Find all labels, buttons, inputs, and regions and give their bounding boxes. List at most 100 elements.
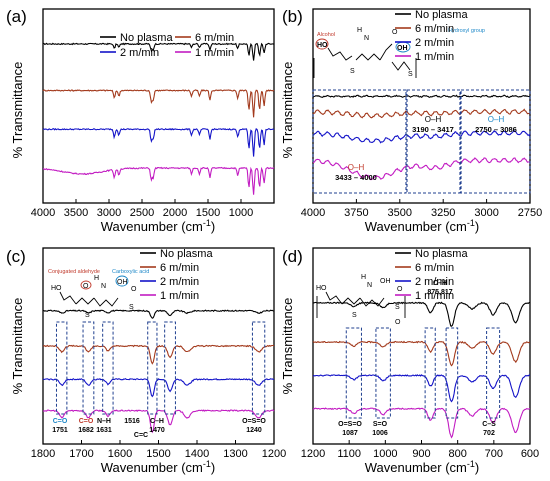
panel-c-chain-2 <box>75 297 95 305</box>
series-line-6-m-min <box>42 344 275 365</box>
panel-a-curves <box>42 42 275 195</box>
panel-c-ann6-group: O=S=O <box>242 418 266 425</box>
legend-label: 6 m/min <box>415 23 454 35</box>
panel-c-ann2-group: C=O <box>79 418 94 425</box>
panel-c-o-label: O <box>83 283 89 290</box>
legend-label: 2 m/min <box>415 276 454 288</box>
panel-b-ylabel: % Transmittance <box>280 62 295 159</box>
panel-b-chain-2 <box>355 53 381 61</box>
region-box-5 <box>164 321 176 415</box>
panel-b-tag: (b) <box>282 7 303 26</box>
panel-d-ann2-value: 1006 <box>372 430 388 437</box>
panel-b-chain-1 <box>327 47 353 61</box>
panel-a-ylabel: % Transmittance <box>10 62 25 159</box>
panel-b-ann1-group: O–H <box>348 163 365 172</box>
panel-c-ann3-group: N–H <box>97 418 111 425</box>
series-line-no-plasma <box>312 94 531 99</box>
panel-d: (d) O=S=O 1087 S=O 1006 C–H 875,817 C–S … <box>280 247 539 475</box>
panel-c-acid-circle <box>115 275 129 287</box>
panel-d-chain-2 <box>341 297 361 305</box>
panel-b-h-label: H <box>357 27 362 34</box>
panel-a: (a) 4000 3500 3000 2500 2000 1500 1000 % Trans… <box>6 7 275 234</box>
region-box-5 <box>486 327 501 419</box>
series-line-6-m-min <box>312 108 531 119</box>
panel-c-ann5-group: C–H <box>150 418 164 425</box>
region-box-4 <box>147 321 158 415</box>
region-box-2 <box>375 327 391 419</box>
panel-d-legend: No plasma 6 m/min 2 m/min 1 m/min <box>395 248 468 302</box>
x-tick-label: 1100 <box>337 448 361 460</box>
legend-label: 1 m/min <box>160 290 199 302</box>
panel-c: (c) C=O 1751 C=O 1682 N–H 1631 1516 C=C … <box>6 247 286 475</box>
panel-d-o2-label: O <box>395 319 401 326</box>
x-tick-label: 2000 <box>163 207 187 219</box>
legend-label: 6 m/min <box>160 262 199 274</box>
panel-c-aldehyde-label: Conjugated aldehyde <box>48 269 100 275</box>
panel-c-h-label: H <box>94 275 99 282</box>
panel-c-structure: Conjugated aldehyde Carboxylic acid HO O… <box>48 269 149 319</box>
panel-c-chain-3 <box>93 297 119 307</box>
panel-b-ann3-group: O–H <box>488 115 505 124</box>
legend-label: 1 m/min <box>415 290 454 302</box>
panel-c-aldehyde-circle <box>80 280 92 290</box>
panel-b-legend: No plasma 6 m/min 2 m/min 1 m/min <box>395 9 468 63</box>
x-tick-label: 1500 <box>196 207 220 219</box>
legend-label: 2 m/min <box>160 276 199 288</box>
series-line-2-m-min <box>312 374 531 403</box>
legend-label: No plasma <box>415 248 468 260</box>
panel-c-ann4-group: C=C <box>134 432 148 439</box>
panel-d-curves <box>312 301 531 439</box>
panel-d-regions <box>345 327 501 419</box>
x-tick-label: 1700 <box>69 448 93 460</box>
panel-b-ann2-group: O–H <box>425 115 442 124</box>
legend-label: 6 m/min <box>415 262 454 274</box>
series-line-2-m-min <box>42 127 275 157</box>
panel-b-structure: Alcohol HO S N H O Hydroxyl group OH S <box>313 27 485 78</box>
x-tick-label: 3500 <box>64 207 88 219</box>
panel-c-legend: No plasma 6 m/min 2 m/min 1 m/min <box>140 248 213 302</box>
panel-c-xlabel: Wavenumber (cm-1) <box>101 459 215 475</box>
panel-d-ann2-group: S=O <box>373 421 388 428</box>
panel-c-chain-1 <box>59 291 77 305</box>
panel-d-annotations: O=S=O 1087 S=O 1006 C–H 875,817 C–S 702 <box>338 280 496 437</box>
x-tick-label: 800 <box>448 448 466 460</box>
x-tick-label: 3000 <box>97 207 121 219</box>
panel-d-xticks: 1200 1100 1000 900 800 700 600 <box>301 440 539 460</box>
legend-label: 6 m/min <box>195 32 234 44</box>
panel-b-s2-label: S <box>408 71 413 78</box>
panel-c-ann1-value: 1751 <box>52 427 68 434</box>
panel-d-s2-label: S <box>395 304 400 311</box>
panel-c-ann2-value: 1682 <box>78 427 94 434</box>
legend-label: No plasma <box>160 248 213 260</box>
x-tick-label: 1800 <box>31 448 55 460</box>
panel-c-n-label: N <box>101 283 106 290</box>
panel-a-legend: No plasma 6 m/min 2 m/min 1 m/min <box>100 32 234 59</box>
x-tick-label: 3000 <box>474 207 498 219</box>
panel-b-region-3 <box>460 89 531 194</box>
panel-c-acid-label: Carboxylic acid <box>112 269 149 275</box>
panel-c-s2-label: S <box>129 304 134 311</box>
panel-c-annotations: C=O 1751 C=O 1682 N–H 1631 1516 C=C C–H … <box>52 418 266 439</box>
panel-d-chain-3 <box>359 297 385 307</box>
region-box-6 <box>251 321 266 415</box>
x-tick-label: 900 <box>412 448 430 460</box>
panel-d-ann4-value: 702 <box>483 430 495 437</box>
panel-d-chain-1 <box>325 291 343 305</box>
panel-d-tag: (d) <box>282 247 303 266</box>
x-tick-label: 1600 <box>108 448 132 460</box>
x-tick-label: 600 <box>521 448 539 460</box>
panel-c-ann3-value: 1631 <box>96 427 112 434</box>
series-line-1-m-min <box>43 166 275 195</box>
panel-b-ann2-range: 3190 – 3417 <box>412 125 454 134</box>
panel-c-curves <box>42 309 275 434</box>
panel-b-region-2 <box>406 89 461 194</box>
panel-b-alcohol-group: HO <box>317 42 328 49</box>
series-line-1-m-min <box>42 409 275 434</box>
panel-d-ann3-value: 875,817 <box>427 289 452 296</box>
panel-d-structure: HO H N S OH O S O <box>316 274 406 326</box>
panel-c-ann1-group: C=O <box>53 418 68 425</box>
series-line-1-m-min <box>312 157 531 181</box>
region-box-1 <box>55 321 68 415</box>
series-line-no-plasma <box>42 309 275 319</box>
